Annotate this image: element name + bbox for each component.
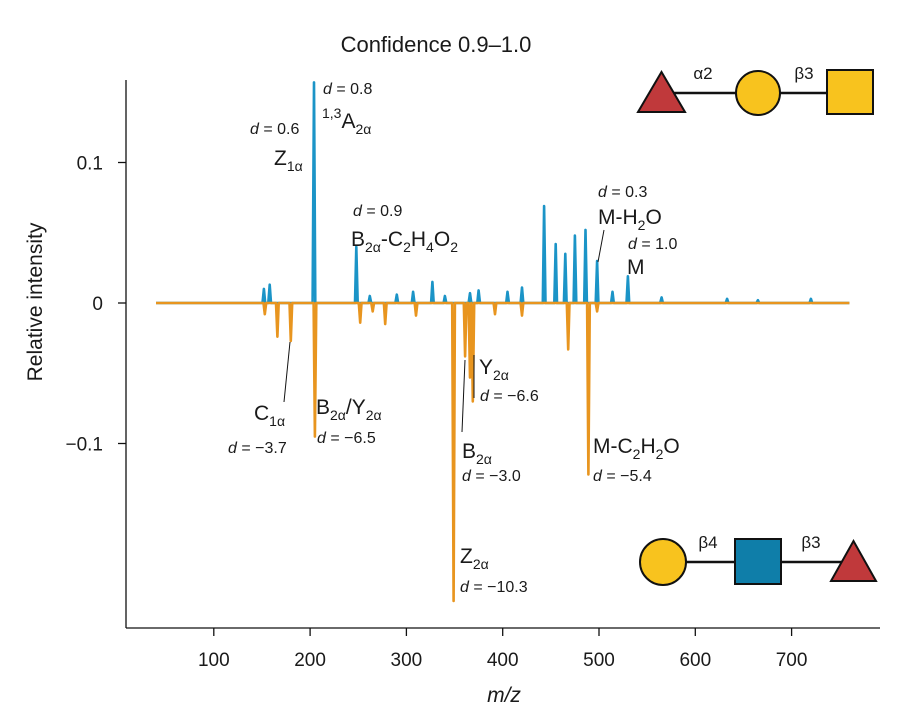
x-tick-label: 100 — [198, 650, 230, 671]
label-b2-ion: B2α — [462, 440, 492, 467]
y-tick-label: 0.1 — [77, 154, 103, 175]
glycan-bottom-link1: β4 — [698, 533, 717, 552]
glycan-top: α2 β3 — [636, 64, 874, 116]
galactose-circle-icon — [639, 538, 687, 586]
leader-b2 — [461, 359, 466, 433]
label-z1-d-value: = 0.6 — [259, 121, 300, 138]
label-b2loss-d: d = 0.9 — [353, 203, 402, 220]
galactose-circle-icon — [735, 70, 781, 116]
label-m-ion: M — [627, 256, 645, 279]
label-b2loss-d-value: = 0.9 — [362, 203, 403, 220]
axis-ticks: 100 200 300 400 500 600 700 0.1 0 −0.1 — [65, 154, 807, 672]
label-z1-ion: Z1α — [274, 147, 303, 174]
glcnac-square-icon — [734, 538, 782, 585]
x-tick-label: 700 — [776, 650, 808, 671]
label-c1-d: d = −3.7 — [228, 440, 287, 457]
galactose-square-icon — [826, 69, 874, 115]
label-b2y2-d-value: = −6.5 — [326, 430, 376, 447]
label-c1-d-value: = −3.7 — [237, 440, 287, 457]
label-mc2h2o-d-value: = −5.4 — [602, 468, 652, 485]
label-b2loss-ion: B2α-C2H4O2 — [351, 228, 458, 255]
label-m-d-value: = 1.0 — [637, 236, 678, 253]
chart-title: Confidence 0.9–1.0 — [341, 32, 532, 57]
label-z2-d-value: = −10.3 — [469, 579, 528, 596]
label-mc2h2o-ion: M-C2H2O — [593, 435, 680, 462]
label-b2-d-value: = −3.0 — [471, 468, 521, 485]
label-mh2o-d-value: = 0.3 — [607, 184, 648, 201]
leader-c1 — [283, 341, 291, 403]
glycan-bottom-link2: β3 — [801, 533, 820, 552]
label-b2-d: d = −3.0 — [462, 468, 521, 485]
y-tick-label: 0 — [92, 294, 103, 315]
label-z2-d: d = −10.3 — [460, 579, 528, 596]
label-mh2o-d: d = 0.3 — [598, 184, 647, 201]
spectrum-top — [156, 81, 850, 305]
label-m-d: d = 1.0 — [628, 236, 677, 253]
x-tick-label: 500 — [583, 650, 615, 671]
label-mc2h2o-d: d = −5.4 — [593, 468, 652, 485]
label-b2y2-ion: B2α/Y2α — [316, 396, 382, 423]
leader-mh2o — [597, 229, 605, 263]
label-y2-d: d = −6.6 — [480, 388, 539, 405]
fucose-triangle-icon — [829, 538, 878, 582]
label-mh2o-ion: M-H2O — [598, 206, 662, 233]
leader-lines — [283, 229, 605, 433]
y-tick-label: −0.1 — [65, 435, 103, 456]
glycan-top-link2: β3 — [794, 64, 813, 83]
fucose-triangle-icon — [636, 70, 687, 113]
label-a2-d: d = 0.8 — [323, 81, 372, 98]
glycan-bottom: β4 β3 — [639, 533, 878, 586]
label-y2-ion: Y2α — [479, 356, 509, 383]
label-z1-d: d = 0.6 — [250, 121, 299, 138]
x-tick-label: 400 — [487, 650, 519, 671]
x-tick-label: 300 — [391, 650, 423, 671]
label-a2-ion: 1,3A2α — [322, 105, 371, 137]
y-axis-title: Relative intensity — [24, 222, 47, 381]
spectrum-bottom — [156, 301, 850, 603]
spectra-group — [156, 81, 850, 603]
x-tick-label: 600 — [679, 650, 711, 671]
label-c1-ion: C1α — [254, 402, 285, 429]
label-b2y2-d: d = −6.5 — [317, 430, 376, 447]
label-y2-d-value: = −6.6 — [489, 388, 539, 405]
label-a2-d-value: = 0.8 — [332, 81, 373, 98]
x-tick-label: 200 — [294, 650, 326, 671]
x-axis-title: m/z — [487, 684, 521, 707]
glycan-top-link1: α2 — [693, 64, 712, 83]
label-z2-ion: Z2α — [460, 545, 489, 572]
